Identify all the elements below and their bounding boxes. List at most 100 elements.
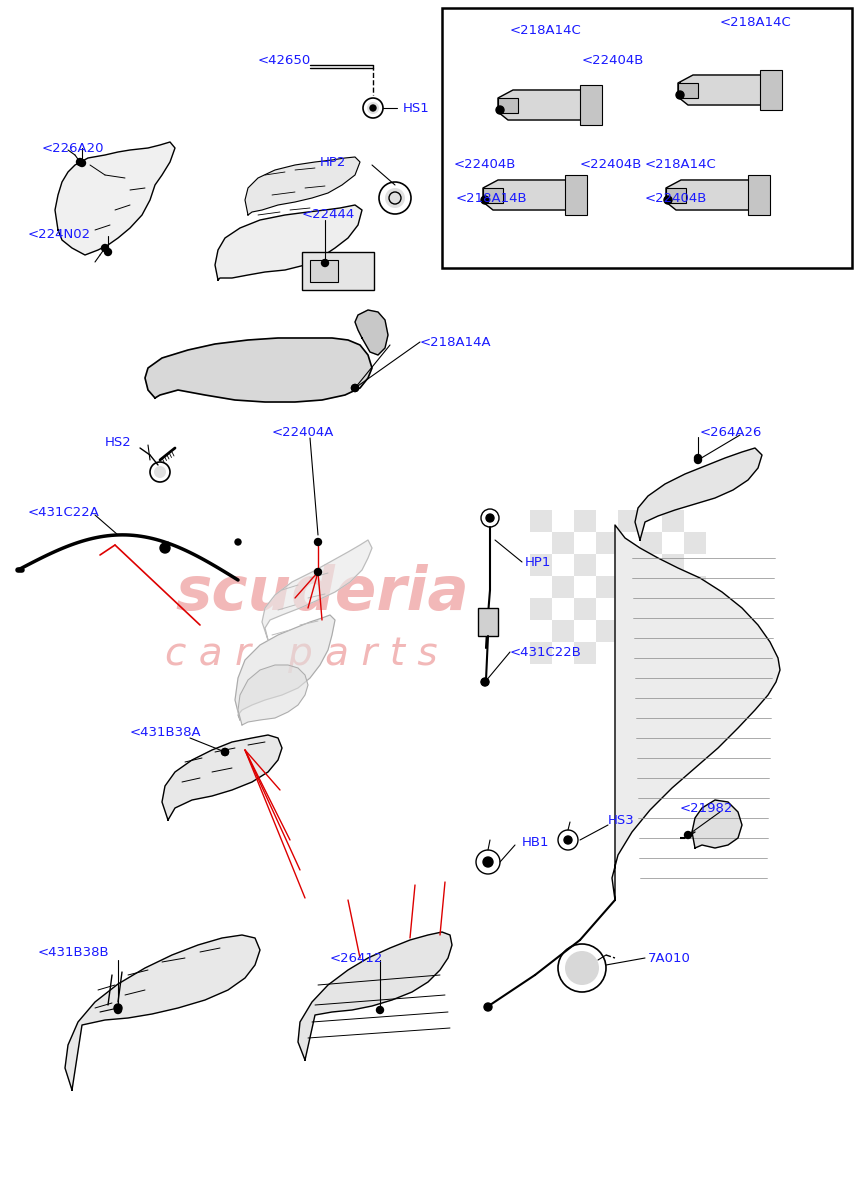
- Polygon shape: [238, 665, 308, 725]
- Polygon shape: [215, 205, 362, 280]
- Bar: [596, 620, 618, 642]
- Text: <22404B: <22404B: [454, 158, 516, 172]
- Bar: [310, 260, 338, 282]
- Text: <22444: <22444: [302, 209, 355, 222]
- Circle shape: [481, 196, 489, 204]
- Polygon shape: [235, 614, 335, 720]
- Circle shape: [385, 188, 405, 208]
- Circle shape: [154, 466, 166, 478]
- Text: <22404B: <22404B: [580, 158, 642, 172]
- Text: <431C22B: <431C22B: [510, 646, 582, 659]
- Text: <218A14C: <218A14C: [720, 16, 792, 29]
- Text: HP1: HP1: [525, 556, 551, 569]
- Bar: [618, 642, 640, 664]
- Circle shape: [235, 539, 241, 545]
- Polygon shape: [355, 310, 388, 355]
- Bar: [530, 510, 552, 532]
- Text: <22404A: <22404A: [272, 426, 335, 438]
- Circle shape: [76, 158, 84, 166]
- Text: HP2: HP2: [320, 156, 347, 168]
- Circle shape: [114, 1004, 122, 1012]
- Polygon shape: [65, 935, 260, 1090]
- Text: HS1: HS1: [403, 102, 430, 114]
- Polygon shape: [612, 526, 780, 900]
- Bar: [662, 554, 684, 576]
- Bar: [552, 532, 574, 554]
- Bar: [640, 620, 662, 642]
- Bar: [748, 175, 770, 215]
- Polygon shape: [483, 180, 587, 210]
- Polygon shape: [635, 448, 762, 540]
- Bar: [618, 554, 640, 576]
- Text: HS3: HS3: [608, 814, 635, 827]
- Text: c a r   p a r t s: c a r p a r t s: [165, 635, 437, 673]
- Bar: [684, 576, 706, 598]
- Text: <22404B: <22404B: [645, 192, 707, 204]
- Polygon shape: [245, 157, 360, 215]
- Circle shape: [685, 832, 692, 839]
- Polygon shape: [262, 540, 372, 640]
- Circle shape: [367, 102, 379, 114]
- Bar: [574, 510, 596, 532]
- Circle shape: [486, 514, 494, 522]
- Polygon shape: [145, 338, 372, 402]
- Bar: [662, 598, 684, 620]
- Polygon shape: [162, 734, 282, 820]
- Text: <42650: <42650: [258, 54, 312, 66]
- Bar: [666, 188, 686, 203]
- Polygon shape: [55, 142, 175, 254]
- Text: <218A14C: <218A14C: [645, 158, 716, 172]
- Circle shape: [352, 384, 359, 391]
- Bar: [760, 70, 782, 110]
- Polygon shape: [298, 932, 452, 1060]
- Text: 7A010: 7A010: [648, 952, 691, 965]
- Text: <431C22A: <431C22A: [28, 505, 100, 518]
- Bar: [640, 532, 662, 554]
- Bar: [662, 642, 684, 664]
- Bar: [565, 175, 587, 215]
- Bar: [302, 252, 374, 290]
- Text: HS2: HS2: [105, 436, 132, 449]
- Circle shape: [694, 456, 702, 463]
- Bar: [618, 510, 640, 532]
- Polygon shape: [678, 74, 782, 104]
- Circle shape: [102, 245, 109, 252]
- Text: scuderia: scuderia: [175, 564, 469, 623]
- Text: <21982: <21982: [680, 802, 734, 815]
- Circle shape: [79, 160, 86, 167]
- Bar: [574, 598, 596, 620]
- Text: <26412: <26412: [330, 952, 383, 965]
- Circle shape: [222, 749, 229, 756]
- Bar: [574, 642, 596, 664]
- Bar: [552, 576, 574, 598]
- Bar: [596, 532, 618, 554]
- Text: <431B38A: <431B38A: [130, 726, 202, 738]
- Text: <431B38B: <431B38B: [38, 946, 110, 959]
- Bar: [483, 188, 503, 203]
- Circle shape: [115, 1007, 122, 1014]
- Bar: [678, 83, 698, 98]
- Polygon shape: [666, 180, 770, 210]
- Text: <218A14A: <218A14A: [420, 336, 491, 348]
- Circle shape: [565, 950, 599, 985]
- Circle shape: [496, 106, 504, 114]
- Text: <224N02: <224N02: [28, 228, 91, 240]
- Circle shape: [676, 91, 684, 98]
- Bar: [574, 554, 596, 576]
- Text: <218A14C: <218A14C: [510, 24, 582, 36]
- Bar: [684, 620, 706, 642]
- Circle shape: [160, 542, 170, 553]
- Bar: [662, 510, 684, 532]
- Bar: [498, 98, 518, 113]
- Circle shape: [484, 1003, 492, 1010]
- Text: HB1: HB1: [522, 835, 550, 848]
- Bar: [580, 85, 602, 125]
- Circle shape: [481, 678, 489, 686]
- Circle shape: [694, 455, 702, 462]
- Text: <226A20: <226A20: [42, 142, 104, 155]
- Polygon shape: [498, 90, 602, 120]
- Bar: [442, 8, 852, 268]
- Bar: [596, 576, 618, 598]
- Circle shape: [483, 857, 493, 866]
- Bar: [530, 554, 552, 576]
